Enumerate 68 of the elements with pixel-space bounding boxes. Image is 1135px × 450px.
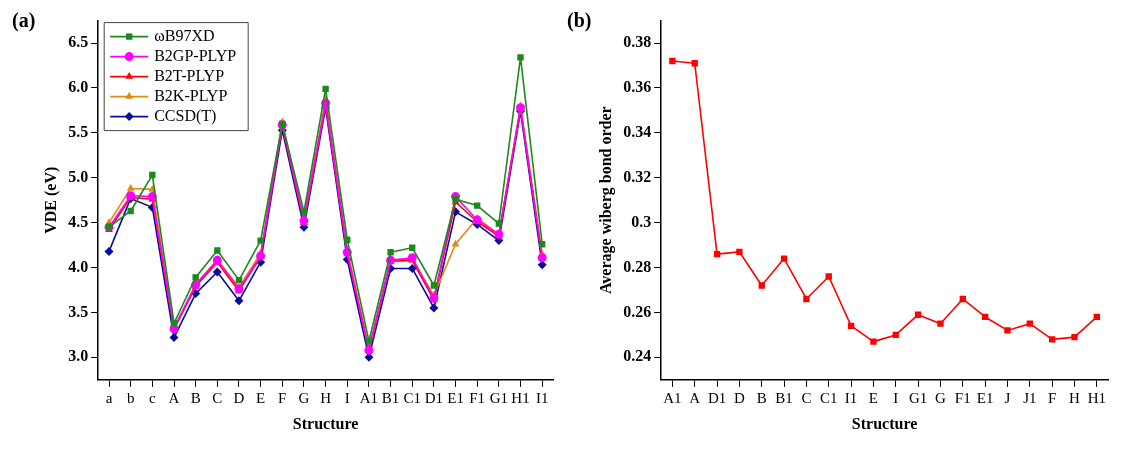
x-tick-label: E1 bbox=[976, 389, 994, 406]
y-tick-label: 0.32 bbox=[623, 167, 652, 185]
x-tick-label: G bbox=[298, 389, 310, 406]
x-tick-label: I1 bbox=[535, 389, 549, 406]
x-tick-label: J1 bbox=[1023, 389, 1037, 406]
x-tick-label: A1 bbox=[359, 389, 379, 406]
x-tick-label: F bbox=[1047, 389, 1057, 406]
x-tick-label: c bbox=[149, 389, 157, 406]
y-tick-label: 0.26 bbox=[623, 302, 652, 320]
x-tick-label: J bbox=[1004, 389, 1011, 406]
x-tick-label: D1 bbox=[707, 389, 727, 406]
x-tick-label: F bbox=[278, 389, 287, 406]
x-tick-label: I bbox=[893, 389, 899, 406]
y-tick-label: 6.0 bbox=[68, 78, 89, 96]
x-tick-label: I1 bbox=[844, 389, 858, 406]
x-tick-label: B bbox=[190, 389, 201, 406]
y-tick-label: 0.36 bbox=[623, 78, 652, 96]
x-tick-label: H1 bbox=[1087, 389, 1106, 406]
x-axis-title: Structure bbox=[851, 414, 918, 432]
x-tick-label: E bbox=[256, 389, 266, 406]
legend-label: ωB97XD bbox=[154, 26, 215, 44]
x-tick-label: F1 bbox=[469, 389, 486, 406]
legend-label: B2T-PLYP bbox=[154, 66, 225, 84]
legend-label: B2GP-PLYP bbox=[154, 46, 237, 64]
x-tick-label: G1 bbox=[908, 389, 928, 406]
y-tick-label: 4.0 bbox=[68, 257, 89, 275]
x-tick-label: E bbox=[868, 389, 879, 406]
legend-label: B2K-PLYP bbox=[154, 86, 228, 104]
x-tick-label: A1 bbox=[663, 389, 682, 406]
y-tick-label: 6.5 bbox=[68, 33, 89, 51]
chart-title: (a) bbox=[12, 9, 36, 33]
x-axis-title: Structure bbox=[292, 414, 359, 432]
x-tick-label: D bbox=[733, 389, 745, 406]
x-tick-label: a bbox=[105, 389, 113, 406]
x-tick-label: D1 bbox=[424, 389, 444, 406]
x-tick-label: H bbox=[320, 389, 332, 406]
x-tick-label: F1 bbox=[954, 389, 971, 406]
y-axis-title: Average wiberg bond order bbox=[596, 106, 615, 295]
y-tick-label: 3.0 bbox=[68, 347, 89, 365]
y-tick-label: 0.38 bbox=[623, 33, 652, 51]
x-tick-label: B1 bbox=[775, 389, 793, 406]
x-tick-label: H bbox=[1069, 389, 1081, 406]
y-tick-label: 0.24 bbox=[623, 347, 652, 365]
x-tick-label: D bbox=[233, 389, 245, 406]
x-tick-label: A bbox=[689, 389, 701, 406]
x-tick-label: b bbox=[126, 389, 135, 406]
x-tick-label: H1 bbox=[511, 389, 530, 406]
x-tick-label: E1 bbox=[447, 389, 464, 406]
x-tick-label: C1 bbox=[403, 389, 421, 406]
x-tick-label: B bbox=[756, 389, 767, 406]
legend-label: CCSD(T) bbox=[154, 106, 217, 125]
y-axis-title: VDE (eV) bbox=[41, 166, 60, 234]
x-tick-label: G bbox=[935, 389, 947, 406]
x-tick-label: C bbox=[212, 389, 223, 406]
x-tick-label: C1 bbox=[819, 389, 838, 406]
x-tick-label: C bbox=[801, 389, 812, 406]
x-tick-label: A bbox=[168, 389, 180, 406]
y-tick-label: 5.0 bbox=[68, 167, 89, 185]
y-tick-label: 0.34 bbox=[623, 122, 652, 140]
y-tick-label: 0.3 bbox=[631, 212, 652, 230]
y-tick-label: 5.5 bbox=[68, 122, 89, 140]
y-tick-label: 4.5 bbox=[68, 212, 89, 230]
x-tick-label: G1 bbox=[489, 389, 509, 406]
chart-title: (b) bbox=[567, 9, 592, 33]
x-tick-label: I bbox=[344, 389, 350, 406]
y-tick-label: 3.5 bbox=[68, 302, 89, 320]
x-tick-label: B1 bbox=[381, 389, 400, 406]
y-tick-label: 0.28 bbox=[623, 257, 652, 275]
